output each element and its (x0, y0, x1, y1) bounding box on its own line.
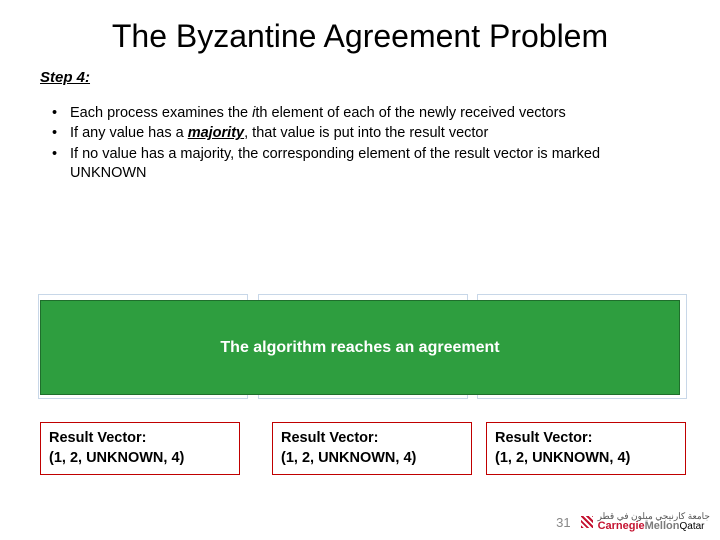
bullet-2-majority: majority (188, 125, 244, 141)
bullet-1-th: th (255, 105, 267, 121)
plaid-icon (581, 516, 593, 528)
result-1-value: (1, 2, UNKNOWN, 4) (49, 450, 184, 466)
bullet-list: Each process examines the ith element of… (52, 104, 680, 184)
page-number: 31 (556, 515, 570, 530)
slide: The Byzantine Agreement Problem Step 4: … (0, 0, 720, 540)
result-3-value: (1, 2, UNKNOWN, 4) (495, 450, 630, 466)
result-2-value: (1, 2, UNKNOWN, 4) (281, 450, 416, 466)
bullet-3: If no value has a majority, the correspo… (52, 145, 680, 184)
page-title: The Byzantine Agreement Problem (90, 18, 630, 55)
bullet-1: Each process examines the ith element of… (52, 104, 680, 124)
footer: 31 جامعة كارنيجي ميلون في قطر CarnegieMe… (556, 512, 710, 532)
results-row: Result Vector: (1, 2, UNKNOWN, 4) Result… (40, 422, 680, 475)
logo-mellon: Mellon (645, 520, 680, 532)
logo-text: جامعة كارنيجي ميلون في قطر CarnegieMello… (598, 512, 710, 532)
result-2-heading: Result Vector: (281, 430, 379, 446)
result-box-1: Result Vector: (1, 2, UNKNOWN, 4) (40, 422, 240, 475)
bullet-2: If any value has a majority, that value … (52, 124, 680, 144)
logo-english: CarnegieMellonQatar (598, 521, 710, 532)
agreement-text: The algorithm reaches an agreement (220, 339, 499, 357)
logo-carnegie: Carnegie (598, 520, 645, 532)
bullet-2-text-pre: If any value has a (70, 125, 188, 141)
step-label: Step 4: (40, 69, 680, 86)
result-3-heading: Result Vector: (495, 430, 593, 446)
result-box-2: Result Vector: (1, 2, UNKNOWN, 4) (272, 422, 472, 475)
bullet-2-text-post: , that value is put into the result vect… (244, 125, 488, 141)
bullet-1-text-pre: Each process examines the (70, 105, 252, 121)
cmu-qatar-logo: جامعة كارنيجي ميلون في قطر CarnegieMello… (581, 512, 710, 532)
bullet-3-text: If no value has a majority, the correspo… (70, 146, 600, 182)
agreement-banner: The algorithm reaches an agreement (40, 300, 680, 395)
bullet-1-text-post: element of each of the newly received ve… (267, 105, 565, 121)
result-box-3: Result Vector: (1, 2, UNKNOWN, 4) (486, 422, 686, 475)
logo-qatar: Qatar (679, 521, 704, 532)
result-1-heading: Result Vector: (49, 430, 147, 446)
